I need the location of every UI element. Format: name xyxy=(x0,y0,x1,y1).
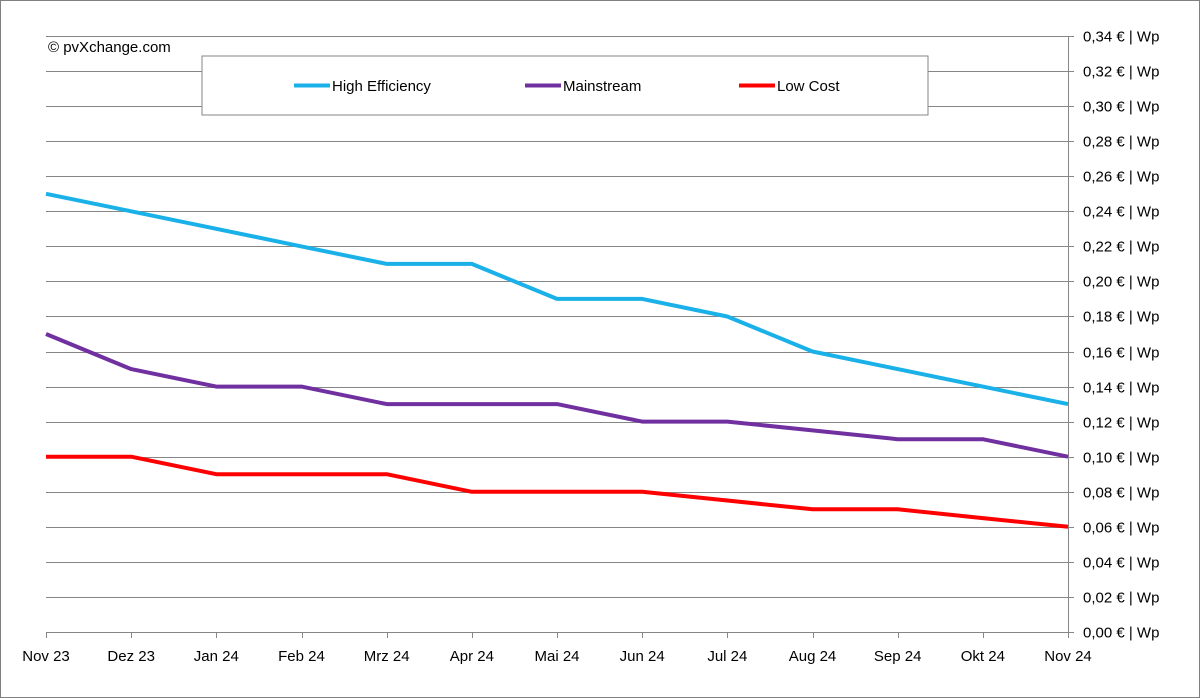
y-tick-label: 0,14 € | Wp xyxy=(1083,380,1159,397)
gridlines xyxy=(46,36,1074,598)
series-line-mainstream xyxy=(45,332,1069,459)
series-line-high-efficiency xyxy=(45,191,1069,407)
x-tick-label: Feb 24 xyxy=(278,648,325,665)
x-tick-label: Apr 24 xyxy=(450,648,494,665)
y-tick-label: 0,20 € | Wp xyxy=(1083,274,1159,291)
x-tick-label: Sep 24 xyxy=(874,648,922,665)
series-lines xyxy=(45,191,1069,529)
x-tick-label: Mrz 24 xyxy=(364,648,410,665)
y-tick-labels: 0,00 € | Wp 0,02 € | Wp 0,04 € | Wp 0,06 € … xyxy=(1083,29,1159,642)
y-tick-label: 0,22 € | Wp xyxy=(1083,239,1159,256)
x-tick-label: Jun 24 xyxy=(620,648,665,665)
x-tick-label: Dez 23 xyxy=(107,648,155,665)
y-tick-label: 0,08 € | Wp xyxy=(1083,485,1159,502)
legend: High Efficiency Mainstream Low Cost xyxy=(201,55,929,116)
y-tick-label: 0,16 € | Wp xyxy=(1083,345,1159,362)
y-tick-label: 0,30 € | Wp xyxy=(1083,99,1159,116)
y-tick-label: 0,34 € | Wp xyxy=(1083,29,1159,46)
axes xyxy=(46,36,1074,638)
y-tick-label: 0,24 € | Wp xyxy=(1083,204,1159,221)
series-line-low-cost xyxy=(46,454,1069,529)
x-tick-label: Nov 24 xyxy=(1044,648,1092,665)
legend-label: Low Cost xyxy=(777,78,840,95)
y-tick-label: 0,06 € | Wp xyxy=(1083,520,1159,537)
x-tick-label: Nov 23 xyxy=(22,648,70,665)
x-tick-label: Aug 24 xyxy=(789,648,837,665)
x-tick-label: Jan 24 xyxy=(194,648,239,665)
y-tick-label: 0,18 € | Wp xyxy=(1083,309,1159,326)
y-tick-label: 0,26 € | Wp xyxy=(1083,169,1159,186)
legend-label: High Efficiency xyxy=(332,78,431,95)
legend-label: Mainstream xyxy=(563,78,641,95)
y-tick-label: 0,04 € | Wp xyxy=(1083,555,1159,572)
x-tick-label: Mai 24 xyxy=(534,648,579,665)
copyright-label: © pvXchange.com xyxy=(48,39,171,56)
x-tick-label: Jul 24 xyxy=(707,648,747,665)
y-tick-label: 0,02 € | Wp xyxy=(1083,590,1159,607)
y-tick-label: 0,32 € | Wp xyxy=(1083,64,1159,81)
y-tick-label: 0,12 € | Wp xyxy=(1083,415,1159,432)
x-tick-labels: Nov 23 Dez 23 Jan 24 Feb 24 Mrz 24 Apr 24 Mai … xyxy=(22,648,1092,665)
y-tick-label: 0,28 € | Wp xyxy=(1083,134,1159,151)
x-tick-label: Okt 24 xyxy=(961,648,1005,665)
y-tick-label: 0,10 € | Wp xyxy=(1083,450,1159,467)
y-tick-label: 0,00 € | Wp xyxy=(1083,625,1159,642)
